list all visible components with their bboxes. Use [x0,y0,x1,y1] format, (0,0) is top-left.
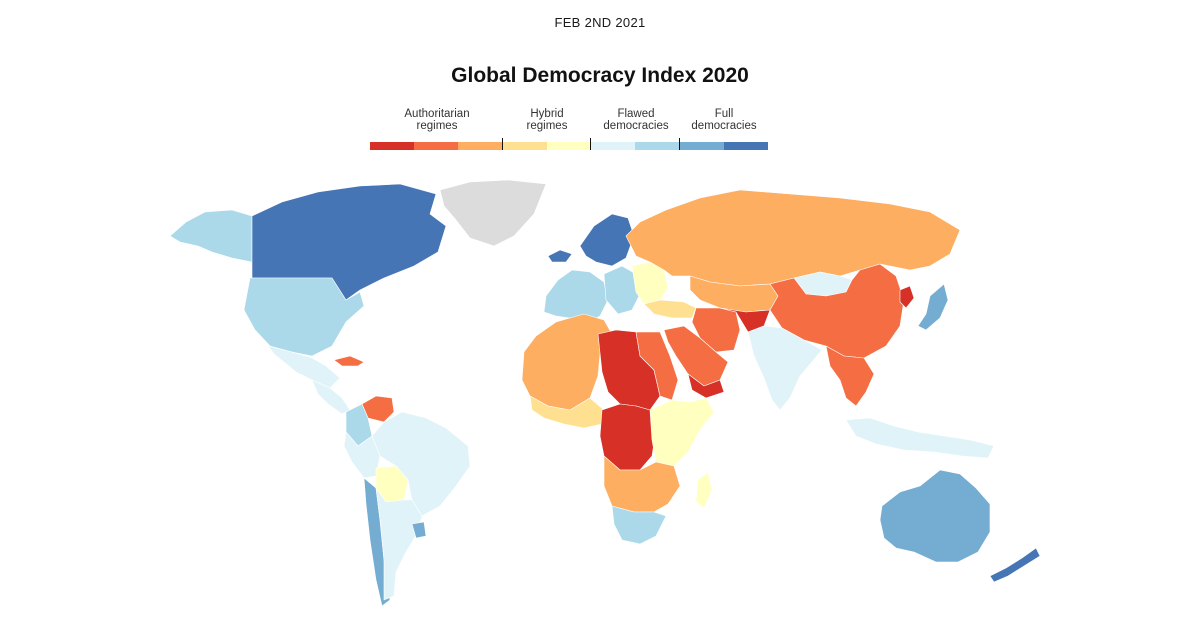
region-southern-africa [603,455,681,513]
legend-swatch [458,142,504,150]
region-mainland-sea [825,345,875,407]
legend-swatch [370,142,415,150]
legend: Authoritarian regimes Hybrid regimes Flawe… [370,108,769,152]
region-central-africa [599,403,657,471]
region-cuba [333,355,365,367]
legend-label-flawed: Flawed democracies [603,108,669,132]
region-alaska [169,209,253,263]
legend-tick [502,138,503,150]
region-yemen [687,373,725,399]
region-north-africa [521,313,613,411]
date-label: FEB 2ND 2021 [554,15,646,30]
legend-label-full: Full democracies [691,108,757,132]
legend-swatch [723,142,769,150]
region-usa [243,277,365,357]
region-india [747,325,823,411]
region-australia [879,469,991,563]
region-new-zealand [989,547,1041,583]
legend-swatch [591,142,636,150]
chart-title: Global Democracy Index 2020 [451,64,749,87]
region-libya-sudan [597,329,661,411]
region-greenland [439,179,547,247]
region-turkey [643,299,697,319]
region-north-korea [899,285,915,309]
region-south-africa [611,505,667,545]
region-iceland [547,249,573,263]
legend-swatch [502,142,548,150]
region-argentina [375,487,423,601]
legend-swatch [635,142,681,150]
legend-swatch [414,142,459,150]
region-japan [917,283,949,331]
legend-swatch [679,142,725,150]
region-central-europe [603,265,641,315]
region-russia [625,189,961,287]
region-east-africa [649,397,715,467]
region-madagascar [695,471,713,509]
region-scandinavia [579,213,635,267]
region-uruguay [411,521,427,539]
region-maritime-sea [845,417,995,459]
legend-tick [679,138,680,150]
region-western-europe [543,269,609,325]
legend-label-hybrid: Hybrid regimes [526,108,568,132]
legend-tick [590,138,591,150]
legend-label-authoritarian: Authoritarian regimes [404,108,470,132]
legend-swatch [546,142,592,150]
